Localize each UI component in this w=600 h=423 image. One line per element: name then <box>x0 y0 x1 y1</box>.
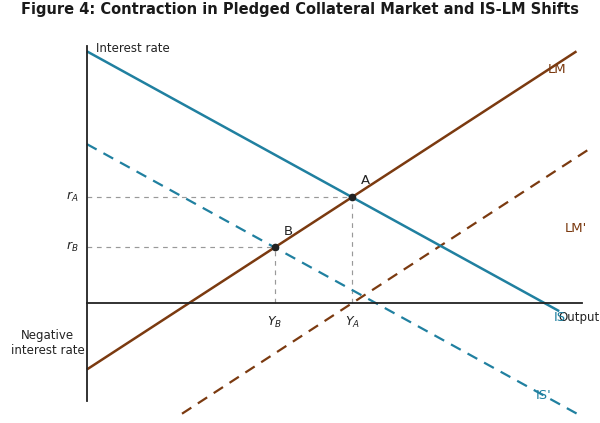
Text: Output: Output <box>559 311 600 324</box>
Text: $Y_B$: $Y_B$ <box>267 315 282 330</box>
Text: $Y_A$: $Y_A$ <box>344 315 359 330</box>
Text: $r_A$: $r_A$ <box>66 190 78 204</box>
Text: LM': LM' <box>565 222 587 236</box>
Text: LM: LM <box>548 63 566 77</box>
Text: $r_B$: $r_B$ <box>65 240 78 255</box>
Text: A: A <box>361 173 370 187</box>
Text: Figure 4: Contraction in Pledged Collateral Market and IS-LM Shifts: Figure 4: Contraction in Pledged Collate… <box>21 2 579 17</box>
Text: IS: IS <box>553 311 566 324</box>
Text: B: B <box>283 225 292 238</box>
Text: Negative
interest rate: Negative interest rate <box>11 329 85 357</box>
Text: Interest rate: Interest rate <box>95 42 169 55</box>
Text: IS': IS' <box>536 390 552 402</box>
